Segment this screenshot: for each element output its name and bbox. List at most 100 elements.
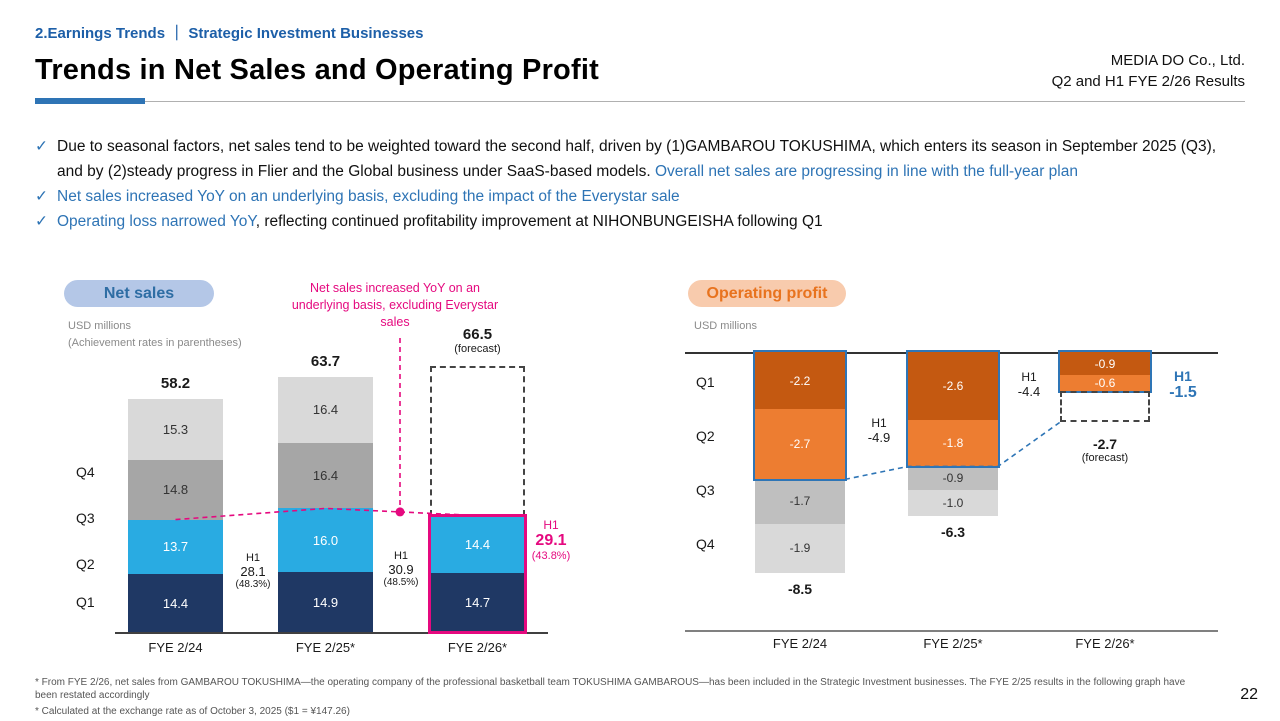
quarter-axis-label: Q2 <box>696 428 715 444</box>
section-eyebrow: 2.Earnings Trends ｜ Strategic Investment… <box>35 25 424 42</box>
h1-label: H1 29.1 (43.8%) <box>518 518 584 562</box>
h1-label: H1 28.1 (48.3%) <box>220 552 286 590</box>
h1-value: 30.9 <box>388 562 414 577</box>
h1-highlight-box <box>428 513 527 634</box>
h1-label: H1 -1.5 <box>1150 368 1216 402</box>
total-value: 66.5 <box>462 326 493 343</box>
title-accent-bar <box>35 98 145 104</box>
bullet-item: ✓ Net sales increased YoY on an underlyin… <box>35 184 1240 209</box>
bar-segment-q2: 16.0 <box>278 508 373 573</box>
total-label: -6.3 <box>940 523 966 540</box>
quarter-axis-label: Q1 <box>696 374 715 390</box>
bar-segment-q1: 14.7 <box>430 573 525 632</box>
total-label: 58.2 <box>160 375 191 393</box>
bar-segment-q3: 16.4 <box>278 442 373 509</box>
category-label: FYE 2/25* <box>923 636 983 651</box>
bar-segment-q2: -2.7 <box>755 409 845 480</box>
bullet-text: Net sales increased YoY on an underlying… <box>57 184 680 209</box>
h1-title: H1 <box>871 416 887 430</box>
h1-title: H1 <box>1021 370 1037 384</box>
operating-profit-unit-label: USD millions <box>694 320 757 332</box>
bar-segment-q1: -0.9 <box>1060 352 1150 376</box>
h1-value: 29.1 <box>535 532 567 549</box>
bar-segment-q4: -1.0 <box>908 489 998 516</box>
bullet-list: ✓ Due to seasonal factors, net sales tend… <box>35 134 1240 234</box>
achievement-rates-note: (Achievement rates in parentheses) <box>68 337 242 349</box>
bar-segment-q1: 14.4 <box>128 574 223 632</box>
net-sales-unit-label: USD millions <box>68 320 131 332</box>
bar-segment-q1: -2.6 <box>908 352 998 420</box>
company-name: MEDIA DO Co., Ltd. <box>1110 52 1245 69</box>
net-sales-annotation: Net sales increased YoY on an underlying… <box>291 281 499 329</box>
bar-segment-q4: -1.9 <box>755 523 845 573</box>
category-label: FYE 2/25* <box>295 640 356 655</box>
bullet-text-normal: , reflecting continued profitability imp… <box>255 213 823 230</box>
bar-segment-q2: 14.4 <box>430 515 525 574</box>
total-value: -2.7 <box>1092 436 1118 453</box>
x-axis-line <box>685 630 1218 632</box>
bar-segment-q4: 15.3 <box>128 399 223 461</box>
operating-profit-badge: Operating profit <box>688 280 846 307</box>
bar-segment-q3: -0.9 <box>908 466 998 490</box>
bar-segment-q4: 16.4 <box>278 377 373 443</box>
results-subtitle: Q2 and H1 FYE 2/26 Results <box>1051 73 1245 90</box>
bullet-text-normal: Due to seasonal factors, net sales tend … <box>57 138 1217 180</box>
h1-value: -4.9 <box>867 430 891 445</box>
forecast-box <box>430 366 525 516</box>
forecast-box <box>1060 391 1150 423</box>
quarter-axis-label: Q4 <box>76 464 95 480</box>
total-label-forecast: 66.5 (forecast) <box>418 326 537 355</box>
footnote-line: * From FYE 2/26, net sales from GAMBAROU… <box>35 677 1186 701</box>
category-label: FYE 2/24 <box>148 640 203 655</box>
h1-value: -4.4 <box>1017 384 1041 399</box>
bar-segment-q1: -2.2 <box>755 352 845 410</box>
bullet-text: Due to seasonal factors, net sales tend … <box>57 134 1240 184</box>
bar-segment-q3: 14.8 <box>128 460 223 520</box>
footnote-line: * Calculated at the exchange rate as of … <box>35 706 350 717</box>
category-label: FYE 2/26* <box>447 640 508 655</box>
h1-title: H1 <box>393 550 409 562</box>
quarter-axis-label: Q2 <box>76 556 95 572</box>
h1-rate: (48.5%) <box>383 577 419 588</box>
footnotes: * From FYE 2/26, net sales from GAMBAROU… <box>35 676 1200 721</box>
title-divider <box>35 101 1245 102</box>
h1-value: -1.5 <box>1169 384 1197 401</box>
check-icon: ✓ <box>35 188 48 205</box>
h1-highlight-box <box>753 350 847 482</box>
category-label: FYE 2/24 <box>772 636 828 651</box>
quarter-axis-label: Q1 <box>76 594 95 610</box>
h1-label: H1 30.9 (48.5%) <box>368 550 434 588</box>
total-suffix: (forecast) <box>454 343 501 355</box>
bar-segment-q2: 13.7 <box>128 519 223 575</box>
h1-title: H1 <box>245 552 261 564</box>
total-label: -8.5 <box>787 581 813 597</box>
net-sales-chart: Net sales USD millions (Achievement rate… <box>60 280 650 680</box>
operating-profit-chart: Operating profit USD millions Q1 Q2 Q3 Q4 -2… <box>680 280 1240 680</box>
h1-rate: (43.8%) <box>531 550 571 562</box>
h1-title: H1 <box>1174 368 1192 384</box>
quarter-axis-label: Q3 <box>76 510 95 526</box>
bullet-text-accent: Net sales increased YoY on an underlying… <box>57 188 680 205</box>
check-icon: ✓ <box>35 213 48 230</box>
x-axis-line <box>115 632 548 634</box>
total-label: 63.7 <box>310 353 341 371</box>
bullet-text-accent: Overall net sales are progressing in lin… <box>654 163 1078 180</box>
h1-highlight-box <box>906 350 1000 469</box>
total-label-forecast: -2.7 (forecast) <box>1048 436 1162 464</box>
quarter-axis-label: Q3 <box>696 482 715 498</box>
bullet-item: ✓ Due to seasonal factors, net sales tend… <box>35 134 1240 184</box>
bullet-text-accent: Operating loss narrowed YoY <box>57 213 256 230</box>
h1-rate: (48.3%) <box>235 579 271 590</box>
bullet-item: ✓ Operating loss narrowed YoY, reflecting… <box>35 209 1240 234</box>
h1-value: 28.1 <box>240 564 266 579</box>
bar-segment-q2: -0.6 <box>1060 375 1150 391</box>
page-title: Trends in Net Sales and Operating Profit <box>35 54 599 86</box>
bullet-text: Operating loss narrowed YoY, reflecting … <box>57 209 823 234</box>
company-info: MEDIA DO Co., Ltd. Q2 and H1 FYE 2/26 Re… <box>1052 50 1245 92</box>
net-sales-badge: Net sales <box>64 280 214 307</box>
check-icon: ✓ <box>35 138 48 155</box>
total-suffix: (forecast) <box>1081 452 1129 465</box>
quarter-axis-label: Q4 <box>696 536 715 552</box>
h1-label: H1 -4.9 <box>846 416 912 445</box>
